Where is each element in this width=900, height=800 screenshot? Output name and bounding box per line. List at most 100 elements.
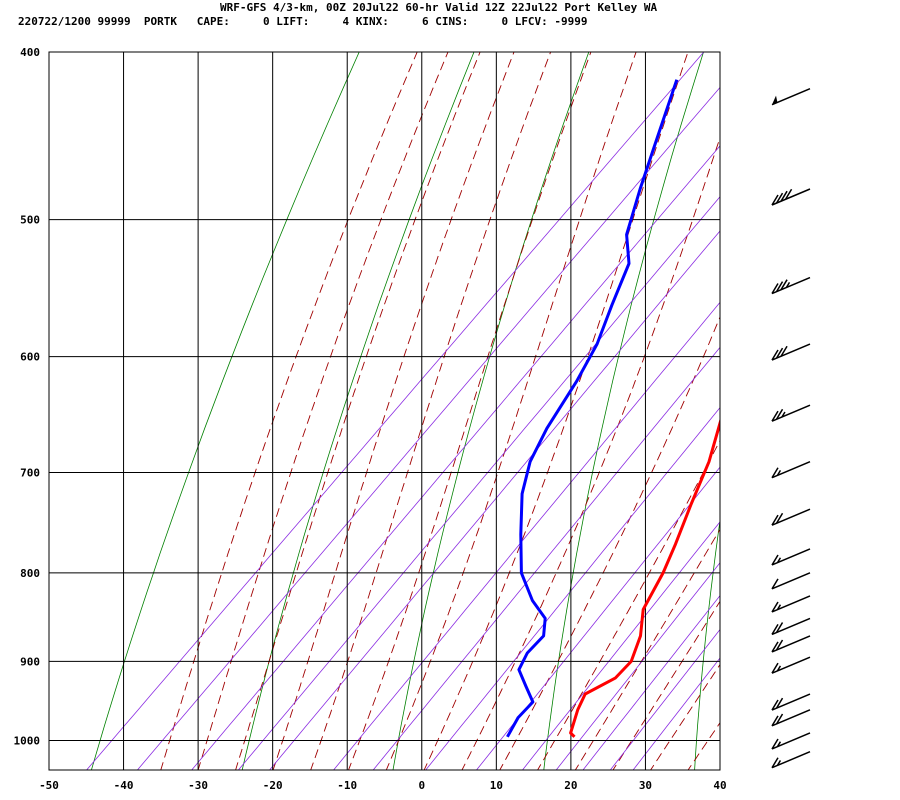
wind-barb-full bbox=[775, 639, 784, 651]
mixing-ratio-line bbox=[372, 346, 720, 770]
mixing-ratio-line bbox=[609, 628, 720, 770]
dry-adiabat bbox=[694, 517, 720, 770]
mixing-ratio-line bbox=[191, 145, 720, 770]
wind-barb-full bbox=[771, 757, 779, 769]
moist-adiabat bbox=[235, 52, 481, 770]
chart-title: WRF-GFS 4/3-km, 00Z 20Jul22 60-hr Valid … bbox=[220, 1, 658, 14]
temperature-tick-label: 20 bbox=[564, 779, 577, 792]
wind-barb-half bbox=[776, 760, 782, 766]
wind-barb bbox=[771, 617, 811, 636]
temperature-tick-label: 40 bbox=[713, 779, 726, 792]
wind-barb-full bbox=[771, 283, 779, 294]
mixing-ratio-line bbox=[555, 562, 720, 770]
wind-barb-full bbox=[775, 622, 784, 633]
wind-barb bbox=[771, 751, 811, 769]
wind-barb bbox=[771, 461, 811, 479]
moist-adiabat bbox=[574, 528, 720, 770]
wind-barb-full bbox=[775, 512, 784, 524]
pressure-tick-label: 900 bbox=[20, 655, 40, 668]
wind-barb bbox=[771, 276, 811, 295]
mixing-ratio-line bbox=[136, 86, 720, 770]
wind-barb-half bbox=[776, 665, 782, 672]
wind-barb-half bbox=[776, 557, 782, 564]
wind-barb-half bbox=[781, 411, 786, 418]
wind-barb bbox=[771, 595, 811, 613]
wind-barb-full bbox=[775, 347, 784, 359]
wind-barb-full bbox=[780, 279, 788, 291]
pressure-tick-label: 800 bbox=[20, 567, 40, 580]
wind-barb bbox=[771, 635, 811, 653]
mixing-ratio-line bbox=[237, 196, 720, 770]
moist-adiabat bbox=[272, 52, 515, 770]
pressure-tick-label: 700 bbox=[20, 467, 40, 480]
wind-barb-full bbox=[784, 188, 793, 200]
wind-barb-full bbox=[775, 713, 784, 725]
wind-barb-full bbox=[771, 578, 779, 590]
wind-barb-full bbox=[775, 408, 784, 420]
wind-barb-full bbox=[771, 641, 779, 653]
moist-adiabat bbox=[423, 52, 689, 770]
wind-barb-half bbox=[776, 604, 782, 611]
wind-barb-full bbox=[771, 554, 779, 566]
wind-barb-staff bbox=[771, 572, 811, 590]
wind-barb-full bbox=[775, 192, 784, 204]
mixing-ratio-line bbox=[269, 230, 720, 770]
moist-adiabat bbox=[197, 52, 449, 770]
dry-adiabat bbox=[90, 52, 360, 770]
wind-barb-flag bbox=[772, 95, 778, 105]
wind-barb-full bbox=[771, 699, 779, 711]
dry-adiabat bbox=[543, 52, 704, 770]
wind-barb-full bbox=[771, 467, 779, 479]
mixing-ratio-line bbox=[86, 52, 705, 770]
plot-frame bbox=[48, 51, 721, 771]
wind-barb-staff bbox=[771, 343, 811, 361]
mixing-ratio-line bbox=[425, 407, 720, 770]
wind-barb-staff bbox=[771, 635, 811, 653]
mixing-ratio-line bbox=[632, 657, 720, 770]
wind-barb-half bbox=[785, 282, 791, 288]
pressure-tick-label: 1000 bbox=[14, 735, 41, 748]
temperature-tick-label: -30 bbox=[188, 779, 208, 792]
moist-adiabat bbox=[537, 439, 720, 770]
wind-barb-half bbox=[776, 741, 782, 748]
moist-adiabat bbox=[160, 52, 418, 770]
temperature-tick-label: -50 bbox=[39, 779, 59, 792]
temperature-tick-label: 30 bbox=[639, 779, 652, 792]
wind-barb-full bbox=[771, 194, 779, 206]
wind-barb-full bbox=[775, 697, 784, 709]
wind-barb-staff bbox=[771, 617, 811, 636]
moist-adiabat bbox=[650, 663, 720, 770]
wind-barb-staff bbox=[771, 508, 811, 526]
wind-barb-full bbox=[771, 601, 779, 613]
temperature-tick-label: 10 bbox=[490, 779, 503, 792]
dewpoint-profile bbox=[506, 79, 679, 738]
pressure-tick-label: 600 bbox=[20, 351, 40, 364]
dry-adiabat bbox=[845, 0, 900, 784]
wind-barb-staff bbox=[771, 276, 811, 295]
wind-barb bbox=[771, 709, 811, 727]
wind-barb-half bbox=[776, 470, 782, 476]
wind-barb bbox=[771, 508, 811, 526]
wind-barb-full bbox=[771, 624, 779, 635]
dry-adiabat bbox=[241, 52, 475, 770]
wind-barb bbox=[771, 656, 811, 674]
pressure-tick-label: 500 bbox=[20, 214, 40, 227]
wind-barb-staff bbox=[771, 693, 811, 711]
moist-adiabat bbox=[310, 52, 552, 770]
wind-barb bbox=[771, 572, 811, 590]
wind-barb-full bbox=[771, 738, 779, 750]
wind-barb-staff bbox=[771, 404, 811, 422]
mixing-ratio-line bbox=[333, 301, 720, 770]
moist-adiabat bbox=[348, 52, 592, 770]
wind-barb-full bbox=[775, 281, 784, 292]
wind-barb bbox=[771, 188, 811, 206]
mixing-ratio-line bbox=[582, 594, 720, 770]
wind-barb-full bbox=[771, 662, 779, 674]
mixing-ratio-line bbox=[475, 466, 720, 770]
temperature-profile bbox=[569, 417, 720, 738]
mixing-ratio-line bbox=[521, 521, 720, 770]
moist-adiabat bbox=[612, 600, 720, 770]
wind-barb bbox=[771, 732, 811, 750]
wind-barb-staff bbox=[771, 709, 811, 727]
